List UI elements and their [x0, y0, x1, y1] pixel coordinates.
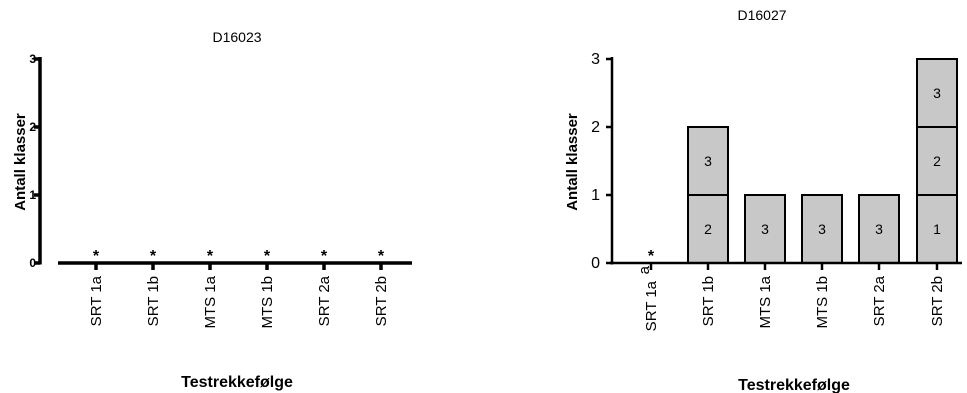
y-tick-label: 0 — [591, 255, 600, 272]
x-tick-label: SRT 2b — [929, 276, 946, 326]
bar-segment-label: 3 — [875, 221, 883, 237]
bar-segment-label: 2 — [933, 153, 941, 169]
bar-segment — [687, 126, 729, 196]
no-data-marker: * — [93, 248, 100, 265]
bar-segment-label: 3 — [761, 221, 769, 237]
x-tick-label: MTS 1b — [259, 276, 276, 329]
bar-segment — [916, 194, 958, 264]
x-tick-label: MTS 1b — [814, 276, 831, 329]
x-tick-label: MTS 1a — [757, 275, 774, 328]
x-tick-label: SRT 2a — [316, 275, 333, 326]
y-tick-label: 2 — [591, 119, 600, 136]
y-axis-label: Antall klasser — [12, 113, 29, 211]
x-tick-label: SRT 1b — [145, 276, 162, 326]
no-data-marker: * — [150, 248, 157, 265]
y-tick-label: 1 — [29, 188, 36, 202]
no-data-marker: * — [207, 248, 214, 265]
x-tick-label: SRT 1a — [643, 280, 660, 331]
x-tick-label: SRT 1b — [700, 276, 717, 326]
x-tick-label: SRT 2a — [871, 275, 888, 326]
x-tick-label: SRT 1a — [88, 275, 105, 326]
bar-segment — [801, 194, 843, 264]
chart-title: D16027 — [737, 7, 786, 23]
bar-segment — [916, 58, 958, 128]
bar-segment-label: 3 — [933, 85, 941, 101]
no-data-marker: * — [264, 248, 271, 265]
plot-area: * * * * * * 0 1 2 3 SRT 1a SRT 1b MTS 1a MTS 1b SRT 2a… — [29, 52, 412, 329]
plot-area: 2 3 3 3 3 1 2 3 * 0 1 2 3 SRT 1a a SRT 1b MTS 1a MTS 1b SR… — [591, 51, 962, 331]
y-tick-label: 0 — [29, 256, 36, 270]
x-axis-label: Testrekkefølge — [738, 377, 850, 393]
y-tick-label: 2 — [29, 120, 36, 134]
bar-segment-label: 2 — [704, 221, 712, 237]
bar-segment-label: 1 — [933, 221, 941, 237]
y-tick-label: 1 — [591, 187, 600, 204]
bar-segment — [858, 194, 900, 264]
bar-segment — [744, 194, 786, 264]
y-tick-label: 3 — [591, 51, 600, 68]
y-axis-label: Antall klasser — [564, 113, 581, 211]
bar-segment — [916, 126, 958, 196]
y-tick-label: 3 — [29, 52, 36, 66]
no-data-marker: * — [378, 248, 385, 265]
no-data-marker: * — [321, 248, 328, 265]
chart-title: D16023 — [212, 29, 261, 45]
x-tick-label: SRT 2b — [373, 276, 390, 326]
x-tick-superscript: a — [636, 265, 653, 274]
no-data-marker: * — [648, 248, 655, 265]
x-tick-label: MTS 1a — [202, 275, 219, 328]
bar-segment-label: 3 — [818, 221, 826, 237]
chart-d16027: D16027 Antall klasser Testrekkefølge 2 3 3… — [564, 7, 962, 393]
x-axis-label: Testrekkefølge — [181, 374, 293, 391]
bar-segment-label: 3 — [704, 153, 712, 169]
chart-d16023: D16023 Antall klasser Testrekkefølge * * *… — [12, 29, 412, 391]
